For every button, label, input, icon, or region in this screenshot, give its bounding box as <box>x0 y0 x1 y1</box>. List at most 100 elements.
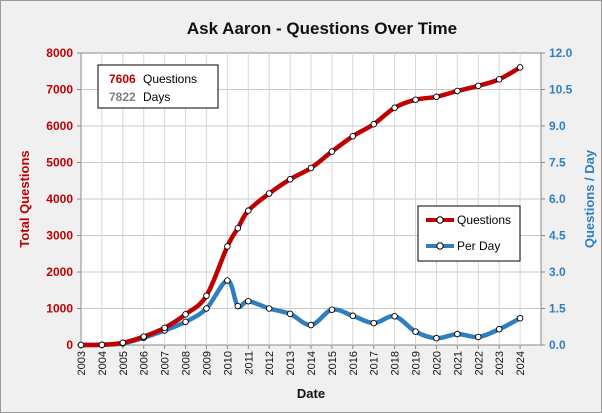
data-point-per-day <box>454 330 461 338</box>
data-point-questions <box>433 93 440 101</box>
data-point-questions <box>203 292 210 299</box>
left-tick-label: 1000 <box>46 302 73 316</box>
right-tick-label: 0.0 <box>549 338 566 352</box>
legend-perday-label: Per Day <box>457 239 500 253</box>
right-tick-label: 9.0 <box>549 119 566 133</box>
data-point-per-day <box>391 313 398 320</box>
data-point-per-day <box>245 297 252 305</box>
left-tick-label: 5000 <box>46 156 73 170</box>
x-tick-label: 2018 <box>390 351 402 375</box>
data-point-questions <box>454 87 461 95</box>
data-point-questions <box>161 324 168 332</box>
right-tick-label: 10.5 <box>549 83 573 97</box>
x-tick-label: 2011 <box>243 351 255 375</box>
info-box-frame <box>97 64 219 109</box>
x-tick-label: 2009 <box>201 351 213 375</box>
data-point-per-day <box>307 321 315 329</box>
x-tick-label: 2020 <box>431 351 443 375</box>
chart-title: Ask Aaron - Questions Over Time <box>187 19 457 38</box>
left-tick-label: 4000 <box>46 192 73 206</box>
x-tick-label: 2004 <box>97 351 109 375</box>
data-point-questions <box>475 82 482 90</box>
data-point-questions <box>307 164 315 172</box>
data-point-per-day <box>234 302 242 310</box>
left-tick-label: 7000 <box>46 83 73 97</box>
legend-perday-marker <box>436 242 444 250</box>
data-point-per-day <box>224 277 231 284</box>
right-tick-label: 12.0 <box>549 46 573 60</box>
right-axis-title: Questions / Day <box>582 149 597 248</box>
data-point-per-day <box>203 305 210 312</box>
data-point-per-day <box>412 328 419 335</box>
x-tick-label: 2021 <box>452 351 464 375</box>
x-tick-label: 2003 <box>76 351 88 375</box>
left-tick-label: 2000 <box>46 265 73 279</box>
days-count: 7822 <box>109 90 136 104</box>
data-point-questions <box>516 64 524 71</box>
data-point-per-day <box>328 306 336 313</box>
left-tick-label: 3000 <box>46 229 73 243</box>
x-axis-ticks: 2003 2004 2005 2006 2007 2008 2009 2010 2011 2012… <box>76 345 527 375</box>
info-box: 7606 Questions 7822 Days <box>97 64 219 109</box>
data-point-questions <box>349 132 357 140</box>
data-point-questions <box>245 207 252 214</box>
data-point-per-day <box>349 312 357 320</box>
right-tick-label: 7.5 <box>549 156 566 170</box>
x-tick-label: 2013 <box>285 351 297 375</box>
data-point-questions <box>328 148 336 155</box>
data-point-questions <box>234 224 242 232</box>
data-point-questions <box>119 339 127 347</box>
data-point-questions <box>77 341 85 349</box>
right-tick-label: 1.5 <box>549 302 566 316</box>
data-point-questions <box>391 104 398 111</box>
x-tick-label: 2008 <box>181 351 193 375</box>
data-point-questions <box>98 341 106 349</box>
data-point-questions <box>412 96 419 103</box>
data-point-per-day <box>495 325 503 333</box>
data-point-per-day <box>370 319 377 327</box>
left-axis-title: Total Questions <box>17 150 32 247</box>
legend-questions-label: Questions <box>457 213 511 227</box>
data-point-per-day <box>433 334 440 342</box>
data-point-questions <box>182 311 189 318</box>
legend-questions-marker <box>436 216 444 224</box>
x-tick-label: 2016 <box>348 351 360 375</box>
days-label: Days <box>143 90 170 104</box>
x-tick-label: 2005 <box>118 351 130 375</box>
data-point-per-day <box>286 310 294 318</box>
legend-frame <box>417 205 521 262</box>
legend: Questions Per Day <box>417 205 521 262</box>
x-tick-label: 2015 <box>327 351 339 375</box>
data-point-questions <box>265 190 273 197</box>
right-tick-label: 4.5 <box>549 229 566 243</box>
x-tick-label: 2017 <box>369 351 381 375</box>
x-tick-label: 2024 <box>515 351 527 375</box>
x-tick-label: 2019 <box>411 351 423 375</box>
left-tick-label: 6000 <box>46 119 73 133</box>
questions-count: 7606 <box>109 72 136 86</box>
data-point-questions <box>370 120 377 128</box>
left-tick-label: 0 <box>66 338 73 352</box>
right-tick-label: 3.0 <box>549 265 566 279</box>
x-tick-label: 2006 <box>139 351 151 375</box>
x-tick-label: 2007 <box>160 351 172 375</box>
right-axis-ticks: 0.0 1.5 3.0 4.5 6.0 7.5 9.0 10.5 12.0 <box>541 46 573 352</box>
x-tick-label: 2022 <box>473 351 485 375</box>
data-point-questions <box>495 76 503 83</box>
left-tick-label: 8000 <box>46 46 73 60</box>
data-point-questions <box>140 333 147 340</box>
x-tick-label: 2012 <box>264 351 276 375</box>
data-point-questions <box>286 176 294 183</box>
data-point-per-day <box>516 314 524 322</box>
x-axis-title: Date <box>297 386 325 401</box>
left-axis-ticks: 0 1000 2000 3000 4000 5000 6000 7000 8000 <box>46 46 81 352</box>
x-tick-label: 2014 <box>306 351 318 375</box>
x-tick-label: 2010 <box>222 351 234 375</box>
data-point-per-day <box>265 305 273 312</box>
data-point-questions <box>224 243 231 250</box>
questions-label: Questions <box>143 72 197 86</box>
right-tick-label: 6.0 <box>549 192 566 206</box>
x-tick-label: 2023 <box>494 351 506 375</box>
